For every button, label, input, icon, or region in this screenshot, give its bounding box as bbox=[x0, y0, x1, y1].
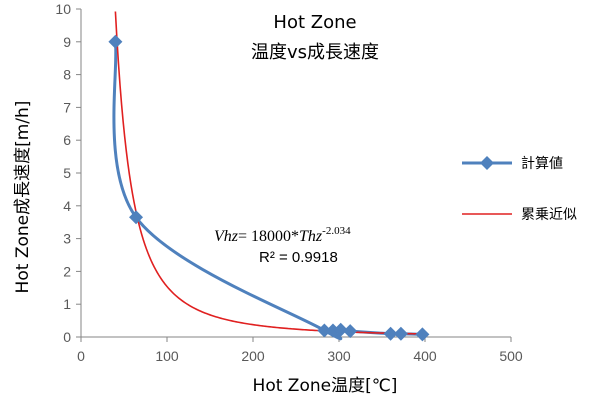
series-calc-point bbox=[129, 210, 144, 225]
y-tick-label: 7 bbox=[63, 99, 71, 115]
series-calc-point bbox=[317, 323, 332, 338]
y-axis-title: Hot Zone成長速度[m/h] bbox=[13, 101, 33, 294]
y-tick-label: 10 bbox=[55, 1, 71, 17]
equation-text: Vhz= 18000*Thz-2.034 bbox=[214, 225, 351, 245]
x-axis-title: Hot Zone温度[℃] bbox=[253, 376, 398, 396]
legend-label-calc: 計算値 bbox=[521, 156, 563, 172]
legend-marker-calc bbox=[480, 156, 494, 170]
series-calc-point bbox=[108, 34, 123, 49]
chart-title-line2: 温度vs成長速度 bbox=[251, 42, 379, 63]
legend-label-fit: 累乗近似 bbox=[521, 207, 577, 223]
x-tick-label: 300 bbox=[327, 348, 351, 364]
x-tick-label: 200 bbox=[241, 348, 265, 364]
chart-title-line1: Hot Zone bbox=[273, 12, 356, 33]
series-calc-point bbox=[383, 326, 398, 341]
x-tick-label: 100 bbox=[155, 348, 179, 364]
series-calc-point bbox=[415, 327, 430, 342]
series-calc-point bbox=[325, 323, 340, 338]
series-calc-point bbox=[343, 324, 358, 339]
y-tick-label: 9 bbox=[63, 34, 71, 50]
equation-exponent: -2.034 bbox=[322, 225, 351, 237]
x-tick-label: 500 bbox=[499, 348, 523, 364]
series-calc-point bbox=[393, 326, 408, 341]
y-tick-label: 4 bbox=[63, 198, 71, 214]
legend-item-fit: 累乗近似 bbox=[462, 207, 577, 223]
x-tick-label: 400 bbox=[413, 348, 437, 364]
series-calc-line bbox=[112, 41, 423, 341]
trendline-equation: Vhz= 18000*Thz-2.034 R² = 0.9918 bbox=[214, 225, 351, 266]
x-tick-label: 0 bbox=[77, 348, 85, 364]
x-axis-ticks: 0 100 200 300 400 500 bbox=[77, 337, 523, 364]
series-fit-line bbox=[114, 11, 426, 335]
y-tick-label: 8 bbox=[63, 67, 71, 83]
y-tick-label: 0 bbox=[63, 329, 71, 345]
legend-item-calc: 計算値 bbox=[462, 156, 563, 172]
equation-var: Thz bbox=[299, 228, 323, 245]
y-tick-label: 1 bbox=[63, 296, 71, 312]
plot-area bbox=[108, 11, 430, 342]
series-calc-point bbox=[333, 322, 348, 337]
legend: 計算値 累乗近似 bbox=[462, 156, 577, 223]
equation-lhs: Vhz bbox=[214, 228, 239, 245]
y-tick-label: 6 bbox=[63, 132, 71, 148]
y-tick-label: 2 bbox=[63, 263, 71, 279]
y-tick-label: 5 bbox=[63, 165, 71, 181]
y-axis-ticks: 0 1 2 3 4 5 6 7 8 9 10 bbox=[55, 1, 81, 345]
y-tick-label: 3 bbox=[63, 231, 71, 247]
equation-mid: = 18000* bbox=[238, 228, 299, 245]
r-squared-text: R² = 0.9918 bbox=[259, 249, 338, 266]
chart-title: Hot Zone 温度vs成長速度 bbox=[251, 12, 379, 63]
